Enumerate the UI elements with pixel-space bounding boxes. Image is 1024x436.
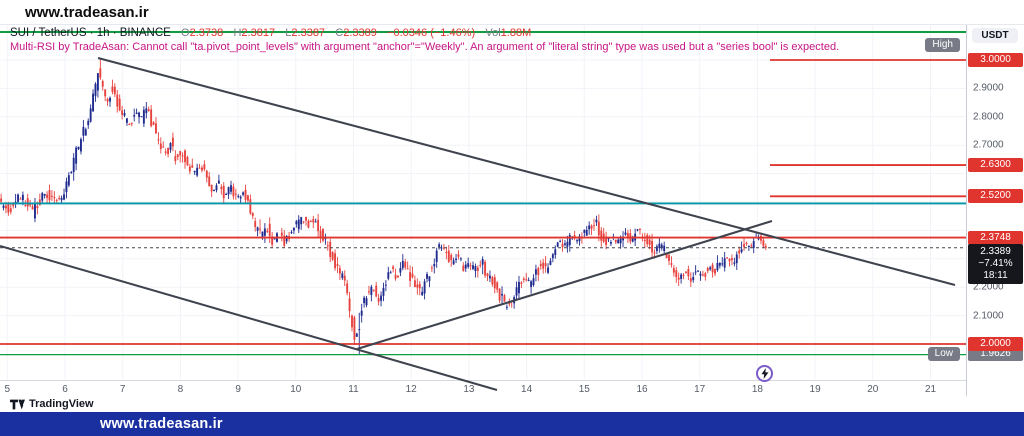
open-value: 2.3738	[189, 27, 224, 39]
volume-value: 1.88M	[500, 27, 532, 39]
time-axis-label: 13	[463, 384, 475, 395]
candlestick-canvas[interactable]	[0, 25, 966, 396]
price-level-badge: 2.6300	[968, 158, 1023, 173]
price-tick-label: 2.9000	[973, 82, 1004, 94]
price-axis[interactable]: USDT 2.3389 −7.41% 18:11 1.9626 2.9000 2.…	[966, 25, 1024, 396]
time-axis-label: 20	[867, 384, 879, 395]
price-tick-label: 2.2000	[973, 281, 1004, 293]
chart-area[interactable]: SUI / TetherUS · 1h · BINANCE O2.3738 H2…	[0, 25, 1024, 396]
time-axis-label: 9	[235, 384, 241, 395]
time-axis-label: 21	[924, 384, 937, 395]
time-axis-label: 10	[290, 384, 302, 395]
attribution-strip: TradingView	[0, 396, 1024, 412]
time-axis-label: 16	[636, 384, 648, 395]
tradingview-logo-icon	[10, 399, 25, 409]
current-price-percent: −7.41%	[978, 258, 1013, 269]
low-value: 2.3387	[291, 27, 326, 39]
symbol-title[interactable]: SUI / TetherUS · 1h · BINANCE	[10, 27, 171, 39]
lightning-bolt-glyph	[761, 368, 768, 379]
time-axis-label: 19	[809, 384, 821, 395]
time-axis-label: 15	[578, 384, 590, 395]
low-badge: Low	[927, 347, 960, 361]
time-axis-label: 6	[62, 384, 68, 395]
high-value: 2.3817	[241, 27, 276, 39]
time-axis-label: 17	[694, 384, 706, 395]
close-label: C	[335, 27, 344, 39]
time-axis-label: 18	[751, 384, 763, 395]
change-value: −0.0346 (−1.46%)	[387, 27, 476, 39]
lightning-icon[interactable]	[756, 365, 773, 382]
indicator-error-message[interactable]: Multi-RSI by TradeAsan: Cannot call "ta.…	[10, 41, 840, 53]
time-axis-label: 5	[4, 384, 11, 395]
time-axis-label: 11	[348, 384, 359, 395]
price-tick-label: 2.1000	[973, 310, 1004, 322]
price-level-badge: 2.3748	[968, 230, 1023, 245]
site-url-bottom: www.tradeasan.ir	[100, 416, 223, 432]
price-tick-label: 2.8000	[973, 111, 1004, 123]
symbol-info-row: SUI / TetherUS · 1h · BINANCE O2.3738 H2…	[10, 27, 531, 39]
current-price-value: 2.3389	[980, 246, 1011, 257]
price-tick-label: 2.7000	[973, 139, 1004, 151]
bar-countdown: 18:11	[983, 270, 1008, 281]
volume-label: Vol	[485, 27, 501, 39]
current-price-badge: 2.3389 −7.41% 18:11	[968, 244, 1023, 284]
price-level-badge: 2.0000	[968, 337, 1023, 351]
time-axis-label: 12	[405, 384, 417, 395]
time-axis-label: 14	[521, 384, 533, 395]
price-level-badge: 3.0000	[968, 53, 1023, 67]
high-label: H	[233, 27, 242, 39]
low-label: L	[285, 27, 292, 39]
currency-badge[interactable]: USDT	[972, 28, 1018, 43]
tradingview-logo[interactable]: TradingView	[10, 398, 94, 410]
high-badge: High	[925, 38, 960, 52]
open-label: O	[181, 27, 190, 39]
tradingview-label: TradingView	[29, 398, 94, 410]
top-banner: www.tradeasan.ir	[0, 0, 1024, 25]
site-url-top: www.tradeasan.ir	[25, 3, 149, 21]
time-axis-label: 8	[177, 384, 184, 395]
close-value: 2.3389	[343, 27, 377, 39]
time-axis-label: 7	[119, 384, 126, 395]
bottom-banner: www.tradeasan.ir	[0, 412, 1024, 436]
price-level-badge: 2.5200	[968, 189, 1023, 204]
